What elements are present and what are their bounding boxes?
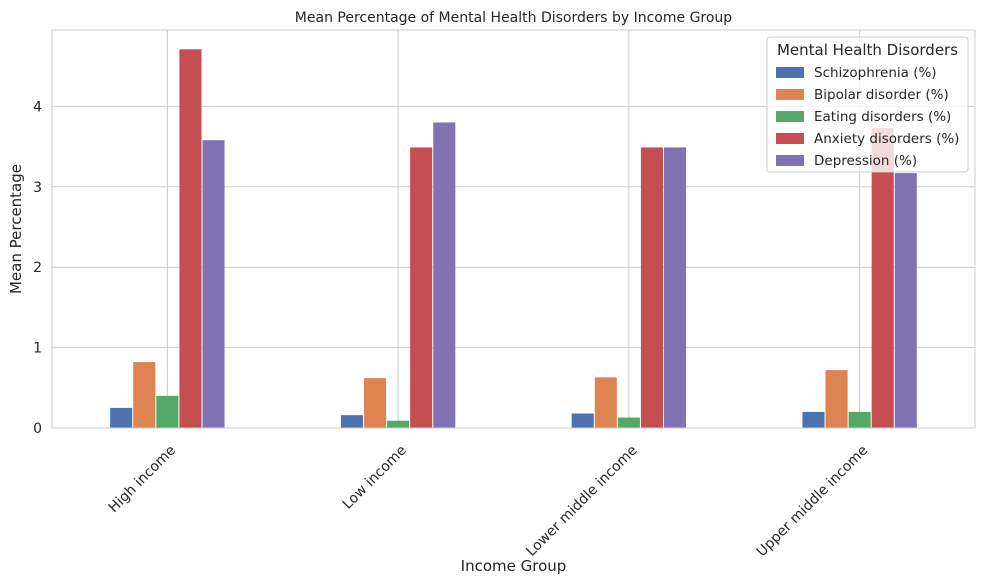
bar-eating-disorders (617, 417, 640, 428)
bar-eating-disorders (387, 420, 410, 428)
y-tick-label: 0 (33, 421, 42, 437)
y-tick-label: 2 (33, 260, 42, 276)
bar-bipolar-disorder (825, 370, 848, 428)
bar-schizophrenia (110, 407, 133, 428)
y-tick-label: 1 (33, 341, 42, 357)
y-axis-ticks: 0 1 2 3 4 (33, 99, 42, 437)
legend-swatch (776, 89, 804, 100)
bar-depression (433, 122, 456, 428)
legend-title: Mental Health Disorders (777, 41, 958, 59)
bar-anxiety-disorders (640, 147, 663, 428)
bar-anxiety-disorders (179, 49, 202, 429)
bar-anxiety-disorders (410, 147, 433, 428)
legend-label: Schizophrenia (%) (814, 65, 937, 81)
bar-depression (202, 140, 225, 428)
x-tick-label: Low income (340, 442, 410, 512)
bars (110, 49, 917, 429)
bar-schizophrenia (802, 411, 825, 428)
x-axis-ticks: High income Low income Lower middle income… (106, 442, 872, 560)
bar-schizophrenia (571, 413, 594, 428)
bar-schizophrenia (340, 415, 364, 428)
y-tick-label: 3 (33, 180, 42, 196)
bar-depression (663, 147, 687, 428)
chart-title: Mean Percentage of Mental Health Disorde… (295, 10, 733, 26)
x-tick-label: Lower middle income (523, 442, 640, 559)
bar-eating-disorders (848, 411, 871, 428)
legend-box (766, 36, 969, 173)
x-tick-label: High income (106, 442, 179, 515)
bar-bipolar-disorder (364, 378, 387, 428)
plot-frame (51, 29, 976, 429)
legend-swatch (776, 133, 804, 144)
y-tick-label: 4 (33, 99, 42, 115)
legend-label: Depression (%) (814, 153, 917, 169)
legend-swatch (776, 155, 804, 166)
legend-swatch (776, 67, 804, 78)
bar-eating-disorders (156, 395, 179, 428)
legend-label: Bipolar disorder (%) (814, 87, 949, 103)
bar-anxiety-disorders (871, 128, 894, 428)
legend-label: Eating disorders (%) (814, 109, 951, 125)
y-axis-label: Mean Percentage (7, 164, 25, 294)
legend: Mental Health Disorders Schizophrenia (%)… (766, 36, 969, 173)
bar-depression (894, 173, 917, 428)
bar-bipolar-disorder (133, 362, 156, 428)
bar-bipolar-disorder (594, 377, 617, 428)
legend-swatch (776, 111, 804, 122)
x-tick-label: Upper middle income (754, 442, 872, 560)
x-axis-label: Income Group (461, 557, 567, 575)
legend-label: Anxiety disorders (%) (814, 131, 959, 147)
